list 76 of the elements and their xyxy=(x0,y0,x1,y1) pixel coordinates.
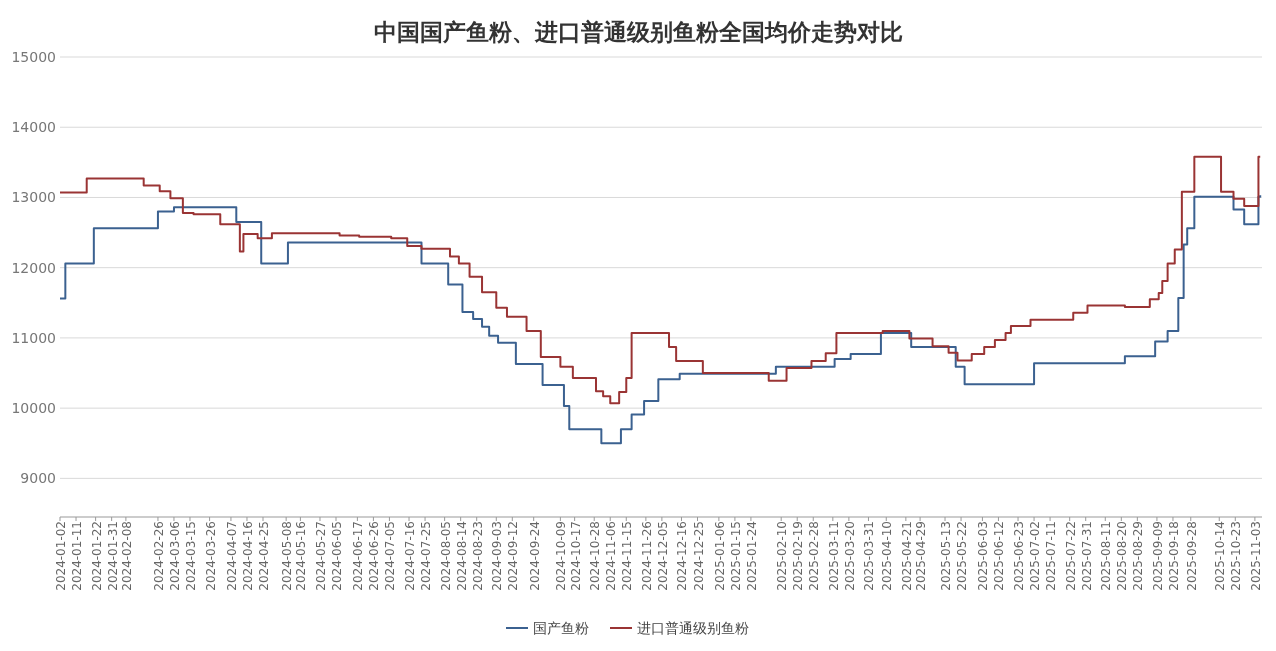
y-tick-label: 10000 xyxy=(11,400,56,417)
y-tick-label: 11000 xyxy=(11,329,56,346)
x-tick-label: 2024-03-06 xyxy=(167,521,182,591)
x-tick-label: 2024-05-16 xyxy=(294,521,309,591)
x-tick-label: 2025-07-02 xyxy=(1028,521,1043,591)
x-tick-label: 2024-11-15 xyxy=(620,521,635,591)
x-tick-label: 2024-05-08 xyxy=(280,521,295,591)
x-tick-label: 2024-08-23 xyxy=(470,521,485,591)
x-tick-label: 2025-02-28 xyxy=(807,521,822,591)
x-tick-label: 2024-05-27 xyxy=(313,521,328,591)
x-tick-label: 2024-12-25 xyxy=(691,521,706,591)
x-tick-label: 2024-03-15 xyxy=(183,521,198,591)
y-tick-label: 14000 xyxy=(11,119,56,136)
x-tick-label: 2024-04-25 xyxy=(257,521,271,591)
x-tick-label: 2025-07-11 xyxy=(1044,521,1059,591)
x-tick-label: 2024-09-24 xyxy=(527,521,542,591)
x-tick-label: 2025-07-31 xyxy=(1079,521,1094,591)
x-tick-label: 2024-01-31 xyxy=(105,521,120,591)
x-tick-label: 2024-10-28 xyxy=(588,521,603,591)
legend-label: 国产鱼粉 xyxy=(533,620,589,636)
x-tick-label: 2024-07-25 xyxy=(419,521,434,591)
x-tick-label: 2024-02-08 xyxy=(119,521,134,591)
x-tick-label: 2024-11-06 xyxy=(604,521,619,591)
x-tick-label: 2025-09-18 xyxy=(1166,521,1181,591)
x-tick-label: 2024-06-26 xyxy=(367,521,382,591)
x-tick-label: 2025-08-11 xyxy=(1099,521,1114,591)
x-tick-label: 2025-08-20 xyxy=(1115,521,1130,591)
x-tick-label: 2025-01-06 xyxy=(712,521,727,591)
x-tick-label: 2024-03-26 xyxy=(203,521,218,591)
title: 中国国产鱼粉、进口普通级别鱼粉全国均价走势对比 xyxy=(373,19,903,45)
x-tick-label: 2024-08-05 xyxy=(438,521,453,591)
x-tick-label: 2024-01-22 xyxy=(89,521,104,591)
x-tick-label: 2025-08-29 xyxy=(1131,521,1146,591)
x-tick-label: 2024-07-05 xyxy=(383,521,398,591)
x-tick-label: 2025-04-29 xyxy=(914,521,929,591)
x-tick-label: 2024-04-16 xyxy=(240,521,255,591)
x-tick-label: 2025-03-11 xyxy=(826,521,841,591)
y-tick-label: 13000 xyxy=(11,189,56,206)
x-tick-label: 2024-06-05 xyxy=(330,521,345,591)
x-tick-label: 2025-02-19 xyxy=(791,521,806,591)
x-tick-label: 2025-09-09 xyxy=(1150,521,1165,591)
x-tick-label: 2025-04-21 xyxy=(899,521,914,591)
legend-label: 进口普通级别鱼粉 xyxy=(637,620,749,636)
x-tick-label: 2025-10-23 xyxy=(1229,521,1244,591)
x-tick-label: 2024-10-09 xyxy=(554,521,569,591)
x-tick-label: 2024-01-11 xyxy=(70,521,85,591)
x-tick-label: 2024-09-03 xyxy=(490,521,505,591)
x-tick-label: 2024-09-12 xyxy=(506,521,521,591)
x-tick-label: 2024-11-26 xyxy=(639,521,654,591)
x-tick-label: 2025-09-28 xyxy=(1184,521,1199,591)
x-tick-label: 2024-12-05 xyxy=(655,521,670,591)
y-tick-label: 15000 xyxy=(11,49,56,65)
x-tick-label: 2024-12-16 xyxy=(675,521,690,591)
y-tick-label: 12000 xyxy=(11,259,56,276)
x-tick-label: 2024-07-16 xyxy=(403,521,418,591)
x-tick-label: 2025-06-23 xyxy=(1012,521,1027,591)
x-tick-label: 2024-02-26 xyxy=(151,521,166,591)
x-tick-label: 2025-05-13 xyxy=(939,521,954,591)
x-tick-label: 2025-11-03 xyxy=(1248,521,1263,591)
x-tick-label: 2024-06-17 xyxy=(351,521,366,591)
x-tick-label: 2024-10-17 xyxy=(568,521,583,591)
x-tick-label: 2025-05-22 xyxy=(955,521,970,591)
y-tick-label: 9000 xyxy=(20,470,56,487)
x-tick-label: 2024-01-02 xyxy=(54,521,68,591)
x-tick-label: 2024-08-14 xyxy=(454,521,469,591)
x-tick-label: 2025-07-22 xyxy=(1063,521,1078,591)
x-tick-label: 2025-02-10 xyxy=(775,521,790,591)
x-tick-label: 2025-06-12 xyxy=(992,521,1007,591)
x-tick-label: 2024-04-07 xyxy=(224,521,239,591)
x-tick-label: 2025-01-15 xyxy=(728,521,743,591)
x-tick-label: 2025-03-31 xyxy=(862,521,877,591)
x-tick-label: 2025-01-24 xyxy=(744,521,759,591)
x-tick-label: 2025-10-14 xyxy=(1213,521,1228,591)
x-tick-label: 2025-06-03 xyxy=(976,521,991,591)
x-tick-label: 2025-04-10 xyxy=(880,521,895,591)
x-tick-label: 2025-03-20 xyxy=(842,521,857,591)
